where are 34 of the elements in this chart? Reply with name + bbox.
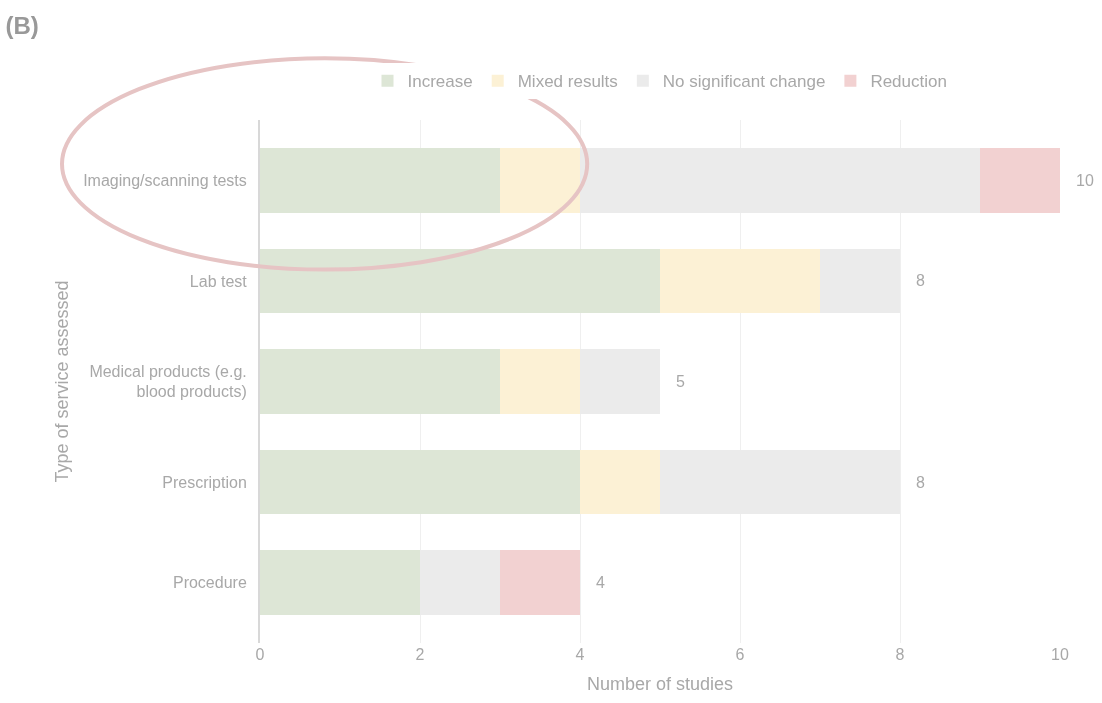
legend-label: No significant change <box>662 72 826 92</box>
x-tick-label: 6 <box>735 646 745 663</box>
x-tick-label: 2 <box>415 646 425 663</box>
total-label: 4 <box>596 574 605 591</box>
y-tick-label: Lab test <box>189 272 248 290</box>
bar <box>580 449 660 515</box>
bar <box>980 148 1060 213</box>
text: (B) <box>5 12 39 40</box>
bar <box>260 550 420 615</box>
bar <box>500 550 580 615</box>
bar <box>260 148 500 213</box>
x-axis-title: Number of studies <box>586 674 734 695</box>
x-tick-label: 4 <box>575 646 585 663</box>
total-label: 8 <box>916 474 925 491</box>
total-label: 5 <box>676 373 685 390</box>
legend-label: Reduction <box>870 72 947 92</box>
x-tick-label: 8 <box>895 646 905 663</box>
bar <box>660 248 820 314</box>
legend-label: Mixed results <box>517 72 618 92</box>
y-tick-label: Prescription <box>162 473 247 491</box>
bar <box>260 449 580 515</box>
bar <box>500 349 580 414</box>
bar <box>260 248 660 314</box>
bar <box>500 148 580 213</box>
x-tick-label: 0 <box>255 646 265 663</box>
y-axis-title: Type of service assessed <box>51 280 72 483</box>
legend-label: Increase <box>407 72 473 92</box>
y-tick-label: Procedure <box>172 574 247 592</box>
y-tick-label: Medical products (e.g. blood products) <box>89 362 247 401</box>
bar <box>260 349 500 414</box>
y-tick-label: Imaging/scanning tests <box>83 171 247 189</box>
total-label: 10 <box>1076 172 1094 189</box>
total-label: 8 <box>916 272 925 289</box>
x-tick-label: 10 <box>1051 646 1069 663</box>
